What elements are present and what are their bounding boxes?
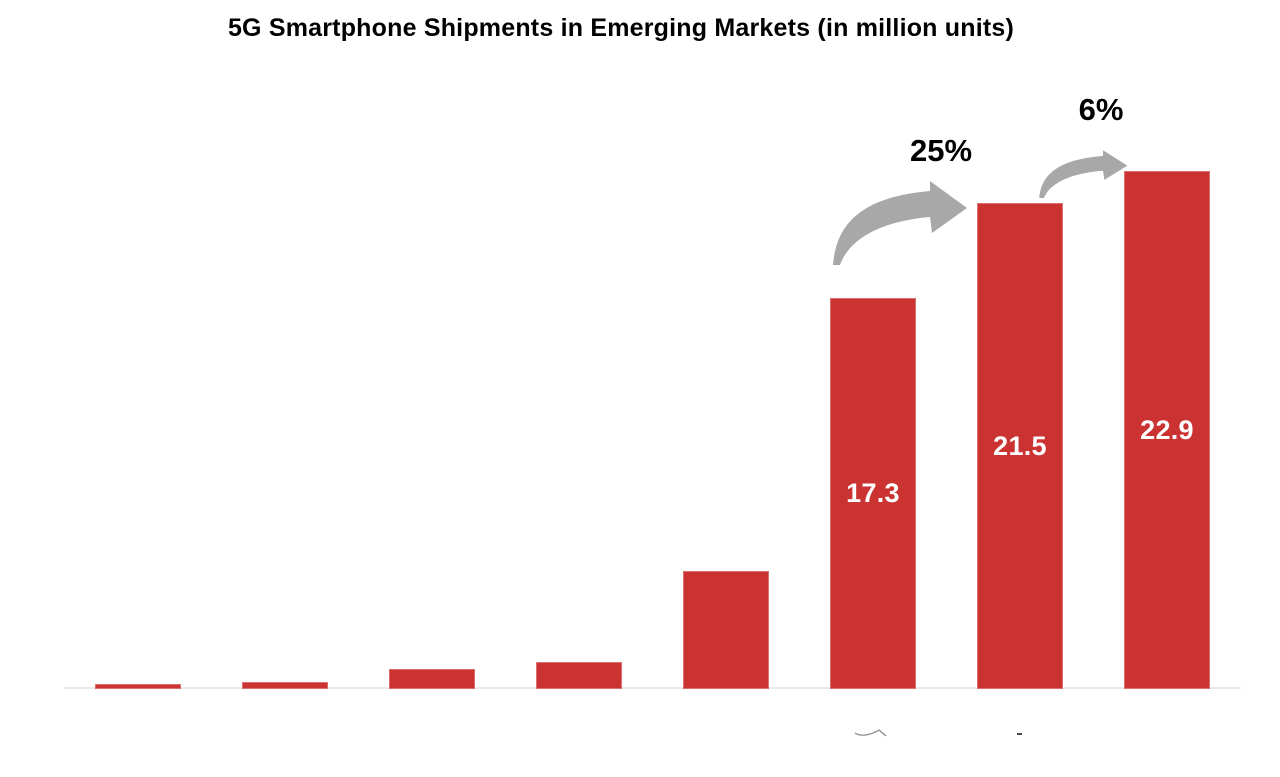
growth-percent-label: 6% bbox=[1078, 92, 1124, 127]
bar-6: 17.3 bbox=[830, 298, 916, 689]
bar-5 bbox=[683, 571, 769, 689]
bar-1 bbox=[95, 684, 181, 689]
artifact-dash-mark bbox=[1017, 733, 1022, 735]
growth-percent-label: 25% bbox=[909, 133, 973, 168]
bar-value-label: 21.5 bbox=[993, 430, 1047, 461]
bar-8: 22.9 bbox=[1124, 171, 1210, 689]
artifact-squiggle-mark bbox=[854, 729, 887, 737]
bar-value-label: 17.3 bbox=[846, 478, 900, 508]
x-axis-line bbox=[64, 687, 1241, 689]
chart-title: 5G Smartphone Shipments in Emerging Mark… bbox=[227, 14, 1015, 42]
bar-2 bbox=[242, 682, 328, 689]
growth-arrow-icon bbox=[833, 181, 967, 265]
bar-3 bbox=[389, 669, 475, 689]
bar-7: 21.5 bbox=[977, 203, 1063, 689]
growth-arrow-icon bbox=[1039, 150, 1128, 198]
bar-4 bbox=[536, 662, 622, 689]
bar-value-label: 22.9 bbox=[1140, 414, 1194, 445]
